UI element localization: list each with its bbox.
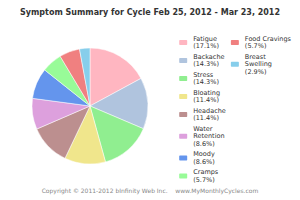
svg-text:(5.7%): (5.7%) (193, 176, 215, 184)
svg-text:Bloating: Bloating (193, 88, 220, 97)
svg-text:Headache: Headache (193, 106, 226, 115)
svg-text:Symptom Summary for Cycle Feb: Symptom Summary for Cycle Feb 25, 2012 -… (20, 8, 280, 17)
svg-text:Food Cravings: Food Cravings (244, 34, 291, 43)
svg-text:(2.9%): (2.9%) (245, 68, 267, 76)
svg-text:Retention: Retention (193, 132, 225, 141)
svg-text:Moody: Moody (193, 150, 215, 159)
svg-text:(14.3%): (14.3%) (193, 60, 219, 68)
svg-text:(11.4%): (11.4%) (193, 96, 219, 104)
svg-text:Water: Water (193, 124, 213, 133)
svg-text:Swelling: Swelling (244, 60, 272, 69)
svg-text:Cramps: Cramps (193, 168, 219, 177)
svg-text:Copyright © 2011-2012 bInfinit: Copyright © 2011-2012 bInfinity Web Inc.… (42, 187, 259, 195)
svg-text:Breast: Breast (244, 52, 266, 61)
svg-text:(5.7%): (5.7%) (245, 42, 267, 50)
svg-text:(11.4%): (11.4%) (193, 114, 219, 122)
svg-text:Stress: Stress (193, 70, 214, 79)
svg-text:Fatigue: Fatigue (193, 34, 217, 43)
svg-text:(17.1%): (17.1%) (193, 42, 219, 50)
svg-text:(14.3%): (14.3%) (193, 78, 219, 86)
svg-text:(8.6%): (8.6%) (193, 158, 215, 166)
svg-text:(8.6%): (8.6%) (193, 140, 215, 148)
svg-text:Backache: Backache (193, 52, 225, 61)
